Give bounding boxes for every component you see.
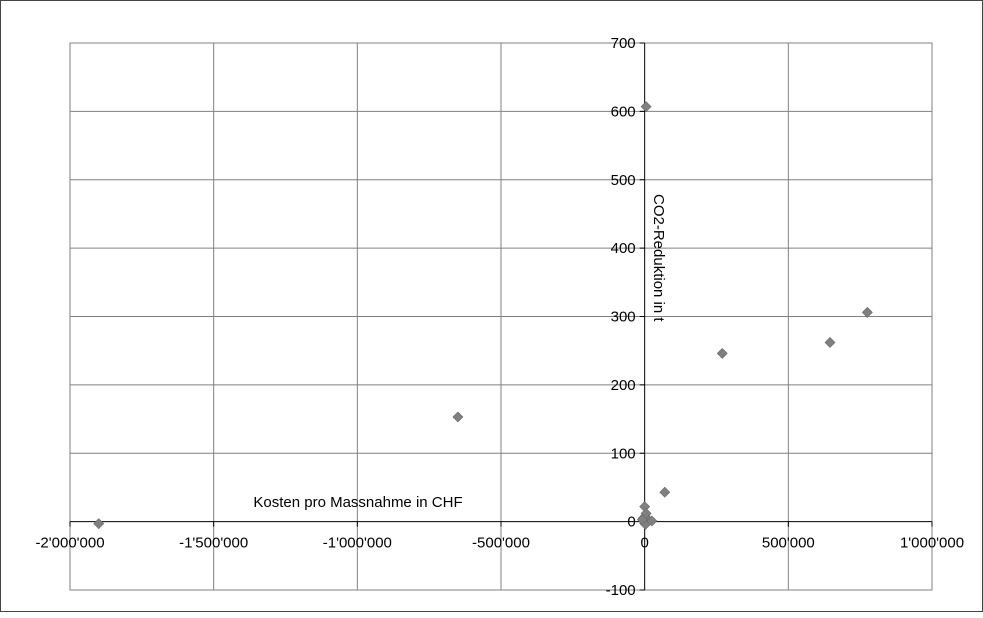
y-tick-label: 600 <box>611 103 636 120</box>
y-tick-label: 500 <box>611 172 636 189</box>
data-point <box>93 518 105 530</box>
y-tick-label: 0 <box>627 514 635 531</box>
y-tick-label: 200 <box>611 377 636 394</box>
grid-lines <box>69 42 933 591</box>
data-point <box>640 101 652 113</box>
x-tick-label: -1'000'000 <box>323 535 392 552</box>
y-tick-label: 700 <box>611 35 636 52</box>
x-tick-label: -1'500'000 <box>179 535 248 552</box>
data-point <box>861 306 873 318</box>
data-point <box>824 337 836 348</box>
y-tick-label: 400 <box>611 240 636 257</box>
x-tick-labels: -2'000'000 -1'500'000 -1'000'000 -500'000 0 5… <box>35 535 964 552</box>
x-tick-label: 500'000 <box>762 535 815 552</box>
x-tick-label: -2'000'000 <box>35 535 104 552</box>
data-points <box>93 101 873 530</box>
y-tick-labels: -100 0 100 200 300 400 500 600 700 <box>606 35 636 599</box>
x-tick-label: 1'000'000 <box>900 535 964 552</box>
data-point <box>640 507 652 519</box>
data-point <box>659 486 671 498</box>
data-point <box>452 411 464 423</box>
data-point <box>716 347 728 359</box>
y-tick-label: 100 <box>611 445 636 462</box>
y-tick-label: -100 <box>606 582 636 599</box>
x-axis-title: Kosten pro Massnahme in CHF <box>253 494 462 511</box>
y-axis-title: CO2-Reduktion in t <box>650 194 667 322</box>
data-point <box>646 515 658 527</box>
x-tick-label: 0 <box>640 535 648 552</box>
x-tick-label: -500'000 <box>472 535 530 552</box>
y-tick-label: 300 <box>611 309 636 326</box>
